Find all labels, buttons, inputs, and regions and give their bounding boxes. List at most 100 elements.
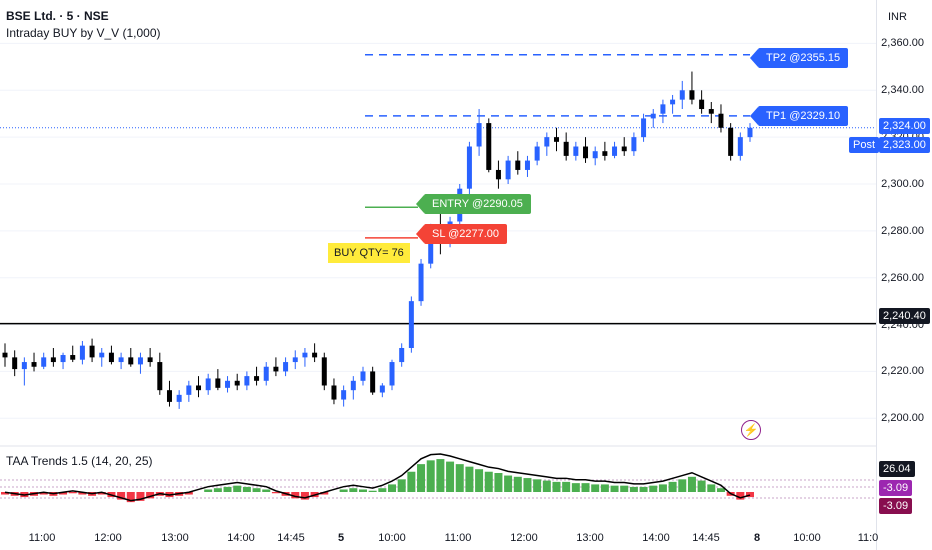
- last-price-badge: 2,324.00: [879, 118, 930, 134]
- post-price-badge: 2,323.00: [879, 137, 930, 153]
- oscillator-bar: [465, 466, 474, 492]
- candle-body: [650, 113, 656, 119]
- candle-body: [428, 226, 434, 264]
- chart-canvas[interactable]: [0, 0, 876, 550]
- candle-body: [486, 123, 492, 170]
- oscillator-value2-badge: -3.09: [879, 480, 913, 496]
- candle-body: [41, 357, 47, 367]
- candle-body: [312, 352, 318, 358]
- oscillator-value-badge: 26.04: [879, 461, 915, 477]
- candle-body: [157, 362, 163, 391]
- candle-body: [108, 352, 114, 363]
- oscillator-bar: [59, 492, 68, 495]
- oscillator-bar: [136, 492, 145, 501]
- candle-body: [254, 376, 260, 381]
- oscillator-bar: [252, 488, 261, 492]
- oscillator-bar: [223, 486, 232, 492]
- oscillator-bar: [494, 473, 503, 492]
- candle-body: [118, 357, 124, 363]
- oscillator-bar: [562, 481, 571, 492]
- oscillator-bar: [68, 492, 77, 494]
- candle-body: [99, 352, 105, 358]
- oscillator-bar: [397, 479, 406, 492]
- oscillator-value3-badge: -3.09: [879, 498, 913, 514]
- candle-body: [612, 146, 618, 156]
- candle-body: [399, 348, 405, 363]
- candle-body: [263, 366, 269, 381]
- oscillator-bar: [716, 488, 725, 492]
- candle-body: [524, 160, 530, 170]
- candle-body: [215, 378, 221, 388]
- candle-body: [670, 99, 676, 105]
- tp1-label: TP1 @2329.10: [758, 106, 849, 126]
- level-price-badge: 2,240.40: [879, 308, 930, 324]
- oscillator-bar: [117, 492, 126, 500]
- candle-body: [234, 380, 240, 386]
- candle-body: [196, 385, 202, 391]
- oscillator-bar: [436, 459, 445, 492]
- candle-body: [737, 137, 743, 156]
- price-tick-label: 2,300.00: [881, 178, 924, 190]
- indicator-title[interactable]: Intraday BUY by V_V (1,000): [6, 26, 161, 40]
- oscillator-bar: [291, 492, 300, 499]
- candle-body: [515, 160, 521, 170]
- oscillator-bar: [233, 485, 242, 492]
- time-tick-label: 14:00: [642, 532, 670, 544]
- candle-body: [321, 357, 327, 386]
- time-tick-label: 5: [337, 532, 345, 544]
- oscillator-bar: [242, 486, 251, 492]
- oscillator-bar: [1, 492, 9, 495]
- price-tick-label: 2,260.00: [881, 271, 924, 284]
- price-tick-label: 2,360.00: [881, 37, 924, 50]
- lightning-icon[interactable]: ⚡: [741, 420, 761, 440]
- oscillator-bar: [339, 489, 348, 492]
- time-tick-label: 13:00: [576, 532, 604, 544]
- candle-body: [79, 345, 85, 360]
- candle-body: [2, 352, 8, 358]
- candle-body: [244, 376, 250, 386]
- candle-body: [12, 357, 18, 370]
- currency-label[interactable]: INR: [888, 11, 907, 23]
- oscillator-bar: [378, 488, 387, 492]
- oscillator-bar: [533, 479, 542, 492]
- oscillator-bar: [446, 461, 455, 492]
- post-label-badge: Post: [849, 137, 880, 153]
- oscillator-bar: [262, 489, 271, 492]
- oscillator-line: [4, 453, 751, 502]
- price-axis[interactable]: [876, 0, 932, 550]
- candle-body: [641, 118, 647, 138]
- time-tick-label: 11:0: [857, 532, 879, 544]
- candle-body: [408, 301, 414, 348]
- time-tick-label: 13:00: [161, 532, 189, 544]
- candle-body: [50, 357, 56, 363]
- oscillator-bar: [455, 464, 464, 492]
- candle-body: [718, 113, 724, 128]
- candle-body: [660, 104, 666, 114]
- oscillator-bar: [320, 492, 329, 495]
- time-tick-label: 11:00: [444, 532, 472, 544]
- candle-body: [679, 90, 685, 100]
- oscillator-bar: [39, 492, 48, 495]
- oscillator-bar: [97, 492, 106, 495]
- price-tick-label: 2,200.00: [881, 412, 924, 425]
- candle-body: [331, 385, 337, 400]
- candle-body: [563, 141, 569, 156]
- oscillator-bar: [523, 478, 532, 492]
- symbol-title[interactable]: BSE Ltd. · 5 · NSE: [6, 9, 109, 23]
- oscillator-bar: [707, 484, 716, 492]
- oscillator-bar: [475, 469, 484, 492]
- oscillator: [0, 445, 876, 503]
- candle-body: [418, 263, 424, 302]
- time-tick-label: 14:00: [227, 532, 255, 544]
- oscillator-bar: [417, 464, 426, 492]
- candle-body: [205, 378, 211, 391]
- oscillator-title[interactable]: TAA Trends 1.5 (14, 20, 25): [6, 454, 153, 468]
- oscillator-bar: [513, 476, 522, 492]
- time-tick-label: 14:45: [277, 532, 305, 544]
- sl-label: SL @2277.00: [424, 224, 508, 244]
- oscillator-bar: [204, 489, 213, 492]
- candle-body: [350, 380, 356, 391]
- candle-body: [128, 357, 134, 365]
- candle-body: [708, 109, 714, 114]
- candle-body: [689, 90, 695, 100]
